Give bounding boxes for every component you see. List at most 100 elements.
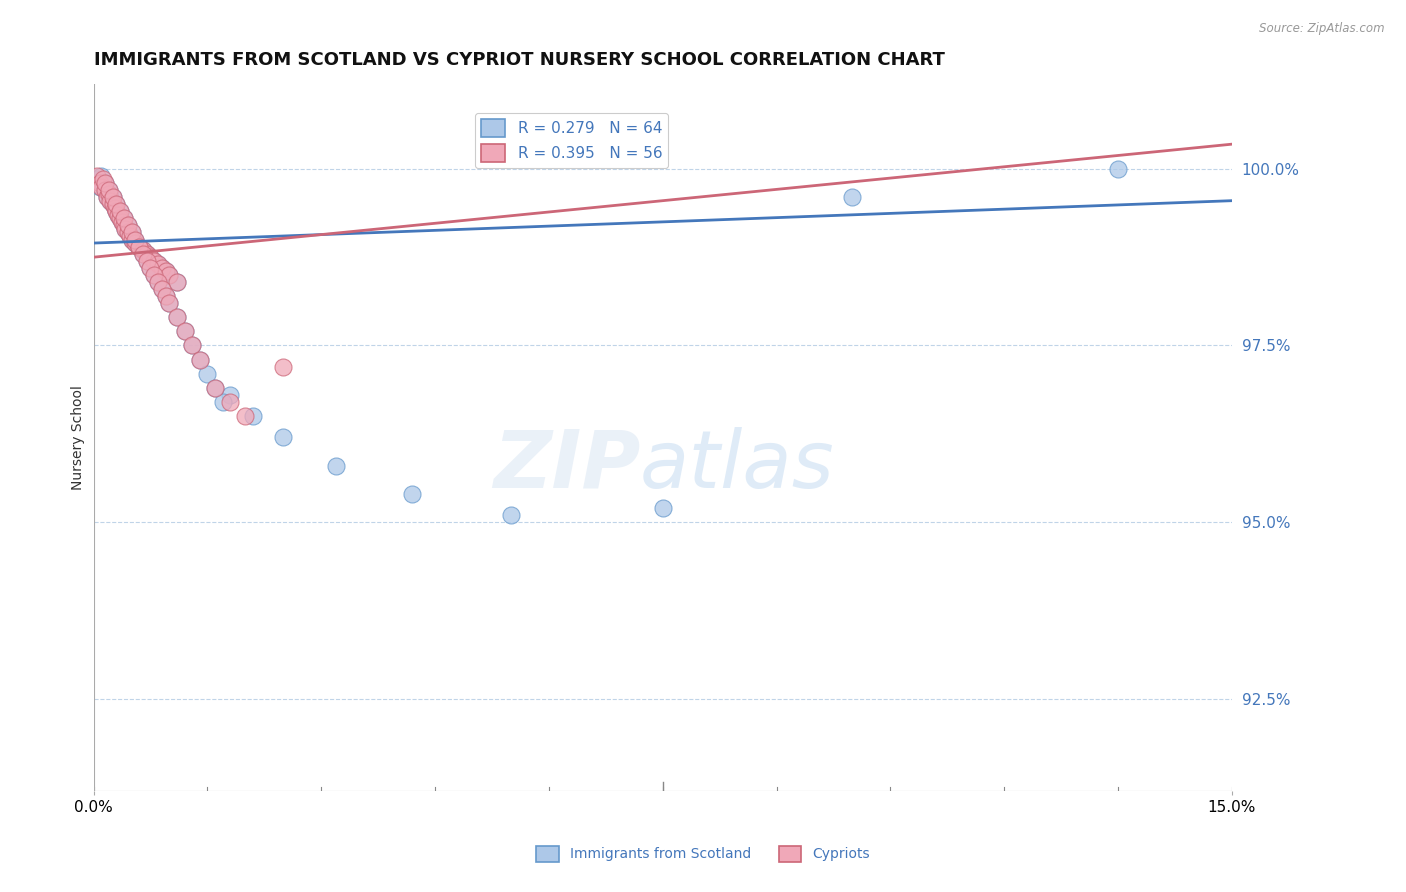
Point [112,219,135,233]
Text: ZIP: ZIP [492,426,640,505]
Point [651,500,673,515]
Point [94,183,117,197]
Point [94,176,117,190]
Point [90,179,112,194]
Point [101,197,124,211]
Point [188,352,211,367]
Point [150,282,173,296]
Point [86,172,108,186]
Point [105,197,128,211]
Point [146,257,169,271]
Point [114,222,136,236]
Point [150,282,173,296]
Point [98,194,121,208]
Point [155,264,177,278]
Point [104,201,127,215]
Point [128,239,150,253]
Point [235,409,257,424]
Point [117,219,139,233]
Point [132,246,155,260]
Point [121,226,143,240]
Y-axis label: Nursery School: Nursery School [72,384,86,490]
Point [166,310,188,325]
Point [271,359,294,374]
Point [150,260,173,275]
Point [124,235,146,250]
Point [159,296,181,310]
Point [325,458,347,473]
Point [97,183,120,197]
Point [143,268,166,282]
Point [91,172,114,186]
Point [117,226,139,240]
Point [86,169,108,183]
Point [143,253,166,268]
Point [166,310,188,325]
Point [204,381,226,395]
Point [105,204,128,219]
Point [150,260,173,275]
Point [121,233,143,247]
Point [108,211,131,226]
Point [108,204,131,219]
Point [107,208,129,222]
Point [101,190,124,204]
Point [166,275,188,289]
Point [89,179,111,194]
Text: Source: ZipAtlas.com: Source: ZipAtlas.com [1260,22,1385,36]
Point [401,487,423,501]
Point [146,275,169,289]
Point [107,208,129,222]
Point [181,338,204,352]
Point [146,275,169,289]
Point [155,289,177,303]
Point [159,296,181,310]
Point [128,239,150,253]
Point [105,197,128,211]
Point [97,183,120,197]
Point [159,268,181,282]
Point [132,246,155,260]
Point [94,183,117,197]
Point [97,186,120,201]
Point [242,409,264,424]
Point [499,508,522,522]
Point [105,204,128,219]
Point [139,260,162,275]
Point [139,250,162,264]
Point [124,235,146,250]
Point [94,176,117,190]
Point [112,211,135,226]
Point [121,226,143,240]
Point [135,246,157,260]
Point [117,226,139,240]
Point [91,176,114,190]
Point [96,190,118,204]
Point [112,211,135,226]
Point [128,239,150,253]
Point [132,243,155,257]
Point [159,268,181,282]
Point [96,190,118,204]
Point [271,430,294,444]
Point [104,201,127,215]
Point [139,250,162,264]
Point [211,395,233,409]
Point [143,253,166,268]
Point [135,253,157,268]
Point [219,388,242,402]
Point [132,243,155,257]
Point [204,381,226,395]
Point [128,239,150,253]
Point [101,197,124,211]
Legend: Immigrants from Scotland, Cypriots: Immigrants from Scotland, Cypriots [531,840,875,867]
Point [98,194,121,208]
Point [173,324,195,338]
Point [166,275,188,289]
Point [111,215,134,229]
Text: IMMIGRANTS FROM SCOTLAND VS CYPRIOT NURSERY SCHOOL CORRELATION CHART: IMMIGRANTS FROM SCOTLAND VS CYPRIOT NURS… [94,51,945,69]
Point [121,233,143,247]
Point [112,219,135,233]
Point [135,246,157,260]
Point [155,289,177,303]
